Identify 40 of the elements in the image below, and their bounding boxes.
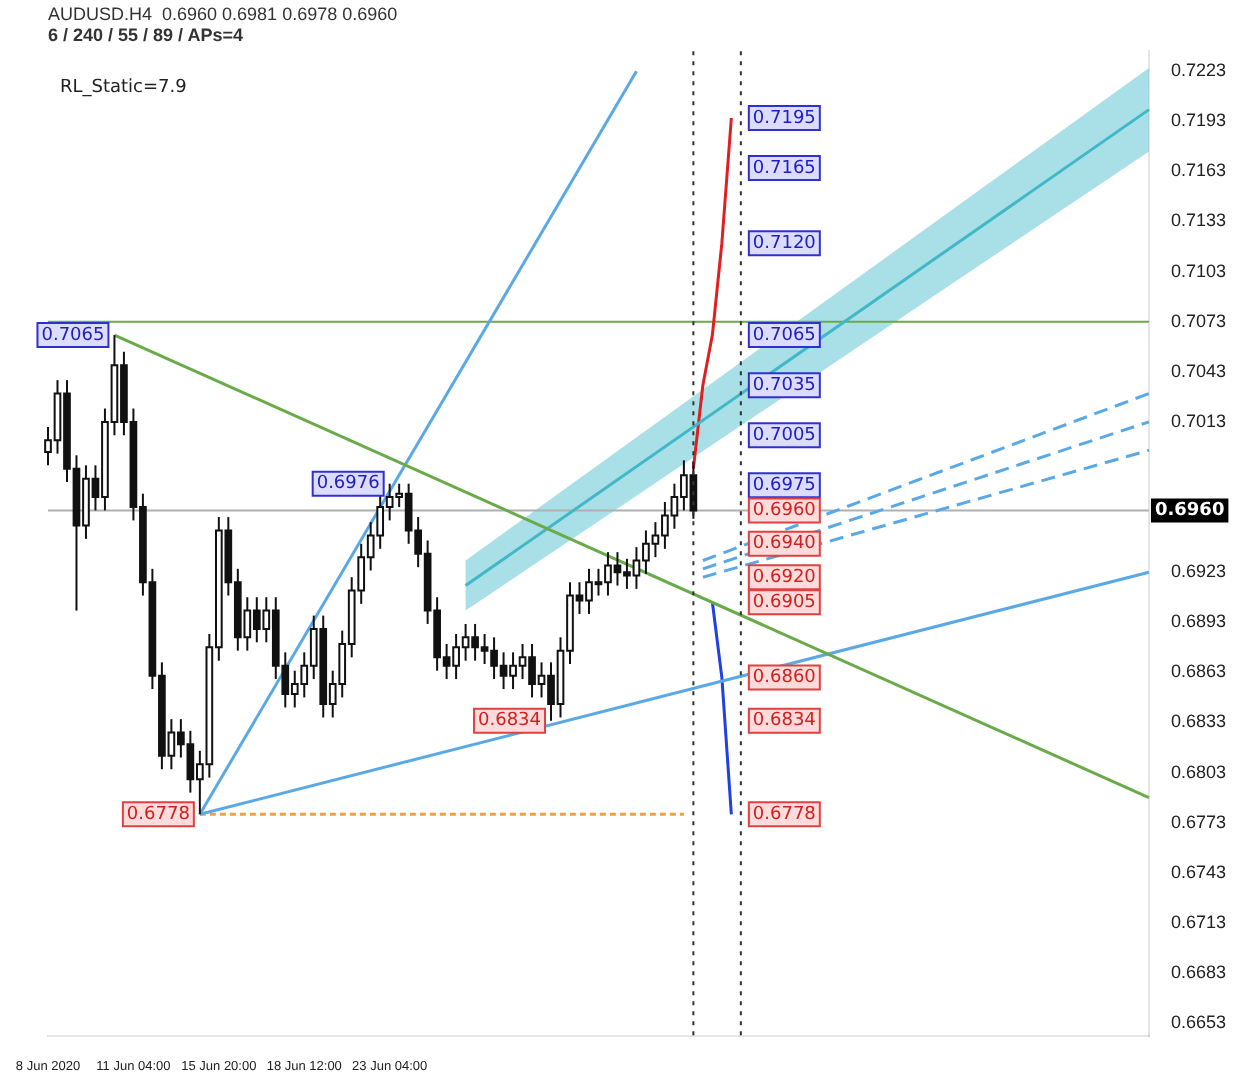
y-tick-label: 0.6773 bbox=[1170, 811, 1227, 832]
chart-subtitle: 6 / 240 / 55 / 89 / APs=4 bbox=[48, 25, 243, 46]
annotation: 0.6976 bbox=[316, 474, 381, 495]
y-tick-label: 0.6653 bbox=[1170, 1012, 1227, 1033]
annotation: 0.7195 bbox=[752, 108, 816, 129]
y-tick-label: 0.7073 bbox=[1170, 310, 1227, 331]
annotation: 0.6778 bbox=[752, 805, 817, 825]
annotation: 0.6905 bbox=[752, 592, 816, 613]
annotation: 0.7065 bbox=[752, 325, 816, 346]
y-tick-label: 0.6833 bbox=[1170, 711, 1227, 732]
y-tick-label: 0.6923 bbox=[1170, 561, 1227, 582]
y-tick-label: 0.6713 bbox=[1170, 911, 1227, 932]
annotation: 0.6975 bbox=[752, 476, 816, 497]
y-tick-label: 0.7133 bbox=[1170, 210, 1227, 231]
y-tick-label: 0.6683 bbox=[1170, 961, 1227, 982]
annotation: 0.7005 bbox=[752, 425, 816, 446]
annotation: 0.7120 bbox=[752, 233, 817, 254]
y-tick-label: 0.7103 bbox=[1170, 260, 1227, 281]
annotation: 0.6834 bbox=[752, 711, 817, 732]
annotation: 0.6960 bbox=[752, 501, 817, 522]
annotation: 0.6920 bbox=[752, 567, 817, 588]
y-tick-label: 0.6743 bbox=[1170, 861, 1227, 882]
annotation: 0.6860 bbox=[752, 668, 817, 689]
annotation: 0.6834 bbox=[478, 711, 542, 732]
annotation: 0.7165 bbox=[752, 158, 816, 179]
y-tick-label: 0.7223 bbox=[1170, 60, 1227, 81]
y-tick-label: 0.7013 bbox=[1170, 410, 1227, 431]
annotation: 0.6940 bbox=[752, 534, 817, 555]
y-tick-label: 0.7043 bbox=[1170, 360, 1227, 381]
ref-line-label: 0.6960 bbox=[1154, 501, 1225, 522]
annotation: RL_Static=7.9 bbox=[60, 77, 188, 98]
y-tick-label: 0.6863 bbox=[1170, 661, 1227, 682]
chart-title: AUDUSD.H4 0.6960 0.6981 0.6978 0.6960 bbox=[48, 3, 398, 24]
y-tick-label: 0.7163 bbox=[1170, 160, 1227, 181]
annotation: 0.7065 bbox=[41, 325, 105, 346]
annotation: 0.7035 bbox=[752, 375, 816, 396]
y-tick-label: 0.7193 bbox=[1170, 110, 1227, 131]
y-tick-label: 0.6893 bbox=[1170, 611, 1227, 632]
y-tick-label: 0.6803 bbox=[1170, 761, 1227, 782]
annotation: 0.6778 bbox=[126, 805, 191, 825]
